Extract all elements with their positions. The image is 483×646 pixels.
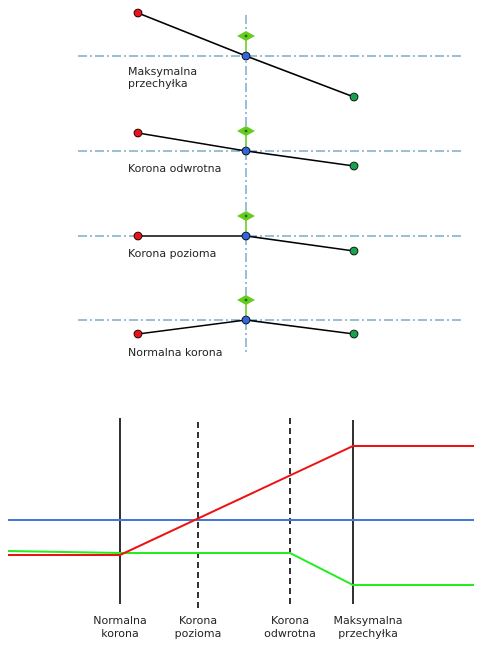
centerline-point <box>241 146 251 156</box>
left-edge-point <box>133 8 143 18</box>
cross-section-max-superelevation: Maksymalna przechyłka <box>78 8 464 102</box>
left-edge-point <box>133 128 143 138</box>
section-label: Korona odwrotna <box>128 162 221 175</box>
pivot-marker-dot <box>244 298 248 302</box>
section-label: Normalna korona <box>128 346 222 359</box>
right-edge-profile <box>7 550 474 586</box>
right-edge-point <box>349 92 359 102</box>
left-edge-point <box>133 231 143 241</box>
centerline-point <box>241 315 251 325</box>
cross-section-normal-crown: Normalna korona <box>78 295 464 359</box>
section-label-line-2: przechyłka <box>128 77 188 90</box>
section-label: Maksymalna <box>128 65 197 78</box>
right-edge-point <box>349 329 359 339</box>
cross-section-reverse-crown: Korona odwrotna <box>78 126 464 175</box>
station-label-level-crown-line-2: pozioma <box>175 627 222 640</box>
superelevation-profile: Normalna korona Korona pozioma Korona od… <box>7 418 474 640</box>
station-label-max-superelevation: Maksymalna <box>333 614 402 627</box>
station-label-reverse-crown: Korona <box>271 614 309 627</box>
right-edge-point <box>349 161 359 171</box>
station-label-normal-crown: Normalna <box>93 614 147 627</box>
station-label-normal-crown-line-2: korona <box>101 627 138 640</box>
station-label-level-crown: Korona <box>179 614 217 627</box>
pivot-marker-dot <box>244 34 248 38</box>
cross-section-level-crown: Korona pozioma <box>78 211 464 260</box>
pivot-marker-dot <box>244 129 248 133</box>
centerline-point <box>241 231 251 241</box>
station-label-max-superelevation-line-2: przechyłka <box>338 627 398 640</box>
station-label-reverse-crown-line-2: odwrotna <box>264 627 316 640</box>
section-label: Korona pozioma <box>128 247 216 260</box>
left-edge-point <box>133 329 143 339</box>
right-edge-point <box>349 246 359 256</box>
pivot-marker-dot <box>244 214 248 218</box>
centerline-point <box>241 51 251 61</box>
left-edge-profile <box>8 445 474 556</box>
